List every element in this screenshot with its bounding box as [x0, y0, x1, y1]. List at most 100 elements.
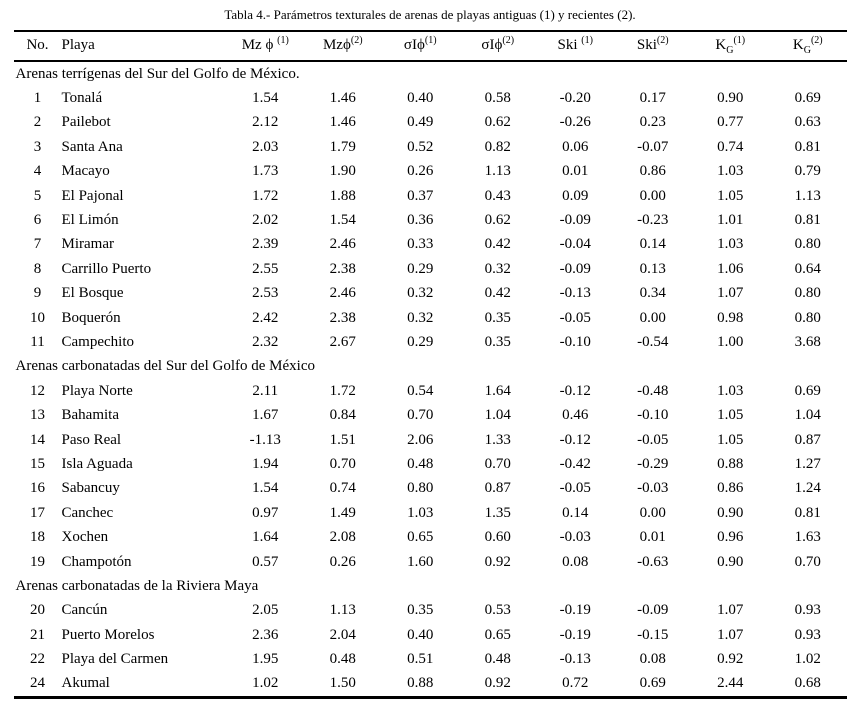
- value-cell: 0.29: [407, 260, 434, 277]
- column-header: Mz ϕ (1): [226, 30, 304, 62]
- column-header: No.: [13, 30, 62, 62]
- table-row: 1 Tonalá 1.54 1.46 0.40 0.58 -0.20 0.17 0.90 0.69: [14, 86, 847, 110]
- value-cell: -0.09: [559, 260, 591, 277]
- playa-name: El Pajonal: [61, 187, 124, 204]
- table-row: 12 Playa Norte 2.11 1.72 0.54 1.64 -0.12 -0.48 1…: [14, 379, 847, 403]
- section-row: Arenas carbonatadas de la Riviera Maya: [14, 574, 847, 598]
- column-header: σIϕ(1): [381, 30, 459, 62]
- playa-name: El Bosque: [61, 285, 124, 302]
- value-cell: 0.70: [329, 455, 356, 472]
- playa-name: Bahamita: [61, 407, 119, 424]
- value-cell: 1.35: [484, 504, 511, 521]
- value-cell: 2.42: [252, 309, 279, 326]
- table-row: 10 Boquerón 2.42 2.38 0.32 0.35 -0.05 0.00 0.98 0…: [14, 306, 847, 330]
- document-page: Tabla 4.- Parámetros texturales de arena…: [0, 7, 860, 700]
- table-row: 19 Champotón 0.57 0.26 1.60 0.92 0.08 -0.63 0.90…: [14, 550, 847, 574]
- value-cell: 0.53: [484, 602, 511, 619]
- playa-name: Xochen: [61, 529, 109, 546]
- value-cell: 0.79: [794, 163, 821, 180]
- value-cell: 0.32: [407, 309, 434, 326]
- value-cell: 0.36: [407, 212, 434, 229]
- section-row: Arenas carbonatadas del Sur del Golfo de…: [14, 355, 847, 379]
- value-cell: -0.19: [559, 602, 591, 619]
- value-cell: 0.90: [717, 553, 744, 570]
- value-cell: 0.81: [794, 504, 821, 521]
- value-cell: 0.63: [794, 114, 821, 131]
- value-cell: 0.80: [794, 309, 821, 326]
- value-cell: 0.00: [639, 187, 666, 204]
- value-cell: 1.05: [717, 431, 744, 448]
- playa-name: Cancún: [61, 602, 108, 619]
- value-cell: -0.48: [637, 382, 669, 399]
- value-cell: 1.13: [484, 163, 511, 180]
- value-cell: 1.07: [717, 602, 744, 619]
- value-cell: -0.19: [559, 626, 591, 643]
- value-cell: 0.42: [484, 236, 511, 253]
- value-cell: -0.42: [559, 455, 591, 472]
- table-header-row: No. Playa Mz ϕ (1) Mzϕ(2) σIϕ(1) σIϕ(2) Ski (1…: [13, 30, 847, 62]
- value-cell: -0.54: [637, 333, 669, 350]
- value-cell: 1.06: [717, 260, 744, 277]
- value-cell: -0.63: [637, 553, 669, 570]
- playa-name: Isla Aguada: [61, 455, 133, 472]
- value-cell: 0.14: [562, 504, 589, 521]
- value-cell: 1.13: [329, 602, 356, 619]
- value-cell: -0.05: [559, 480, 591, 497]
- value-cell: -0.03: [637, 480, 669, 497]
- value-cell: 0.65: [484, 626, 511, 643]
- column-header: Mzϕ(2): [304, 30, 382, 62]
- table-row: 5 El Pajonal 1.72 1.88 0.37 0.43 0.09 0.00 1.05 1…: [14, 184, 847, 208]
- value-cell: 1.24: [794, 480, 821, 497]
- value-cell: 1.46: [329, 114, 356, 131]
- value-cell: 1.27: [794, 455, 821, 472]
- section-row: Arenas terrígenas del Sur del Golfo de M…: [14, 61, 847, 86]
- value-cell: 2.02: [252, 212, 279, 229]
- row-number: 21: [30, 626, 45, 643]
- value-cell: -0.07: [637, 138, 669, 155]
- value-cell: 0.08: [562, 553, 589, 570]
- value-cell: 0.09: [562, 187, 589, 204]
- value-cell: 0.14: [639, 236, 666, 253]
- value-cell: 0.01: [639, 529, 666, 546]
- value-cell: 2.06: [407, 431, 434, 448]
- table-row: 24 Akumal 1.02 1.50 0.88 0.92 0.72 0.69 2.44 0.68: [13, 671, 847, 700]
- value-cell: 0.81: [794, 212, 821, 229]
- value-cell: 0.70: [407, 407, 434, 424]
- value-cell: 2.04: [329, 626, 356, 643]
- table-row: 3 Santa Ana 2.03 1.79 0.52 0.82 0.06 -0.07 0.74 0…: [14, 135, 847, 159]
- column-header: σIϕ(2): [459, 30, 537, 62]
- value-cell: 0.49: [407, 114, 434, 131]
- table-row: 20 Cancún 2.05 1.13 0.35 0.53 -0.19 -0.09 1.07 0.…: [14, 599, 847, 623]
- row-number: 14: [30, 431, 45, 448]
- value-cell: 1.03: [717, 382, 744, 399]
- value-cell: 0.06: [562, 138, 589, 155]
- value-cell: 2.38: [329, 260, 356, 277]
- value-cell: 1.54: [329, 212, 356, 229]
- value-cell: 1.94: [252, 455, 279, 472]
- value-cell: -0.12: [559, 431, 591, 448]
- table-row: 15 Isla Aguada 1.94 0.70 0.48 0.70 -0.42 -0.29 0…: [14, 452, 847, 476]
- value-cell: -0.04: [559, 236, 591, 253]
- value-cell: 0.92: [459, 671, 537, 700]
- value-cell: -0.26: [559, 114, 591, 131]
- value-cell: 0.48: [407, 455, 434, 472]
- value-cell: 1.00: [717, 333, 744, 350]
- section-header: Arenas carbonatadas del Sur del Golfo de…: [15, 358, 315, 375]
- value-cell: 1.03: [407, 504, 434, 521]
- table-row: 9 El Bosque 2.53 2.46 0.32 0.42 -0.13 0.34 1.07 0…: [14, 282, 847, 306]
- textural-parameters-table: No. Playa Mz ϕ (1) Mzϕ(2) σIϕ(1) σIϕ(2) Ski (1…: [13, 30, 847, 700]
- value-cell: 0.42: [484, 285, 511, 302]
- value-cell: 0.62: [484, 212, 511, 229]
- value-cell: 0.26: [407, 163, 434, 180]
- table-caption: Tabla 4.- Parámetros texturales de arena…: [224, 7, 636, 22]
- value-cell: 0.74: [329, 480, 356, 497]
- value-cell: 0.87: [794, 431, 821, 448]
- value-cell: 1.73: [252, 163, 279, 180]
- value-cell: 1.67: [252, 407, 279, 424]
- column-header: KG(1): [691, 30, 769, 62]
- value-cell: 1.46: [329, 90, 356, 107]
- row-number: 5: [33, 187, 42, 204]
- playa-name: Paso Real: [61, 431, 122, 448]
- row-number: 4: [33, 163, 42, 180]
- value-cell: -0.10: [637, 407, 669, 424]
